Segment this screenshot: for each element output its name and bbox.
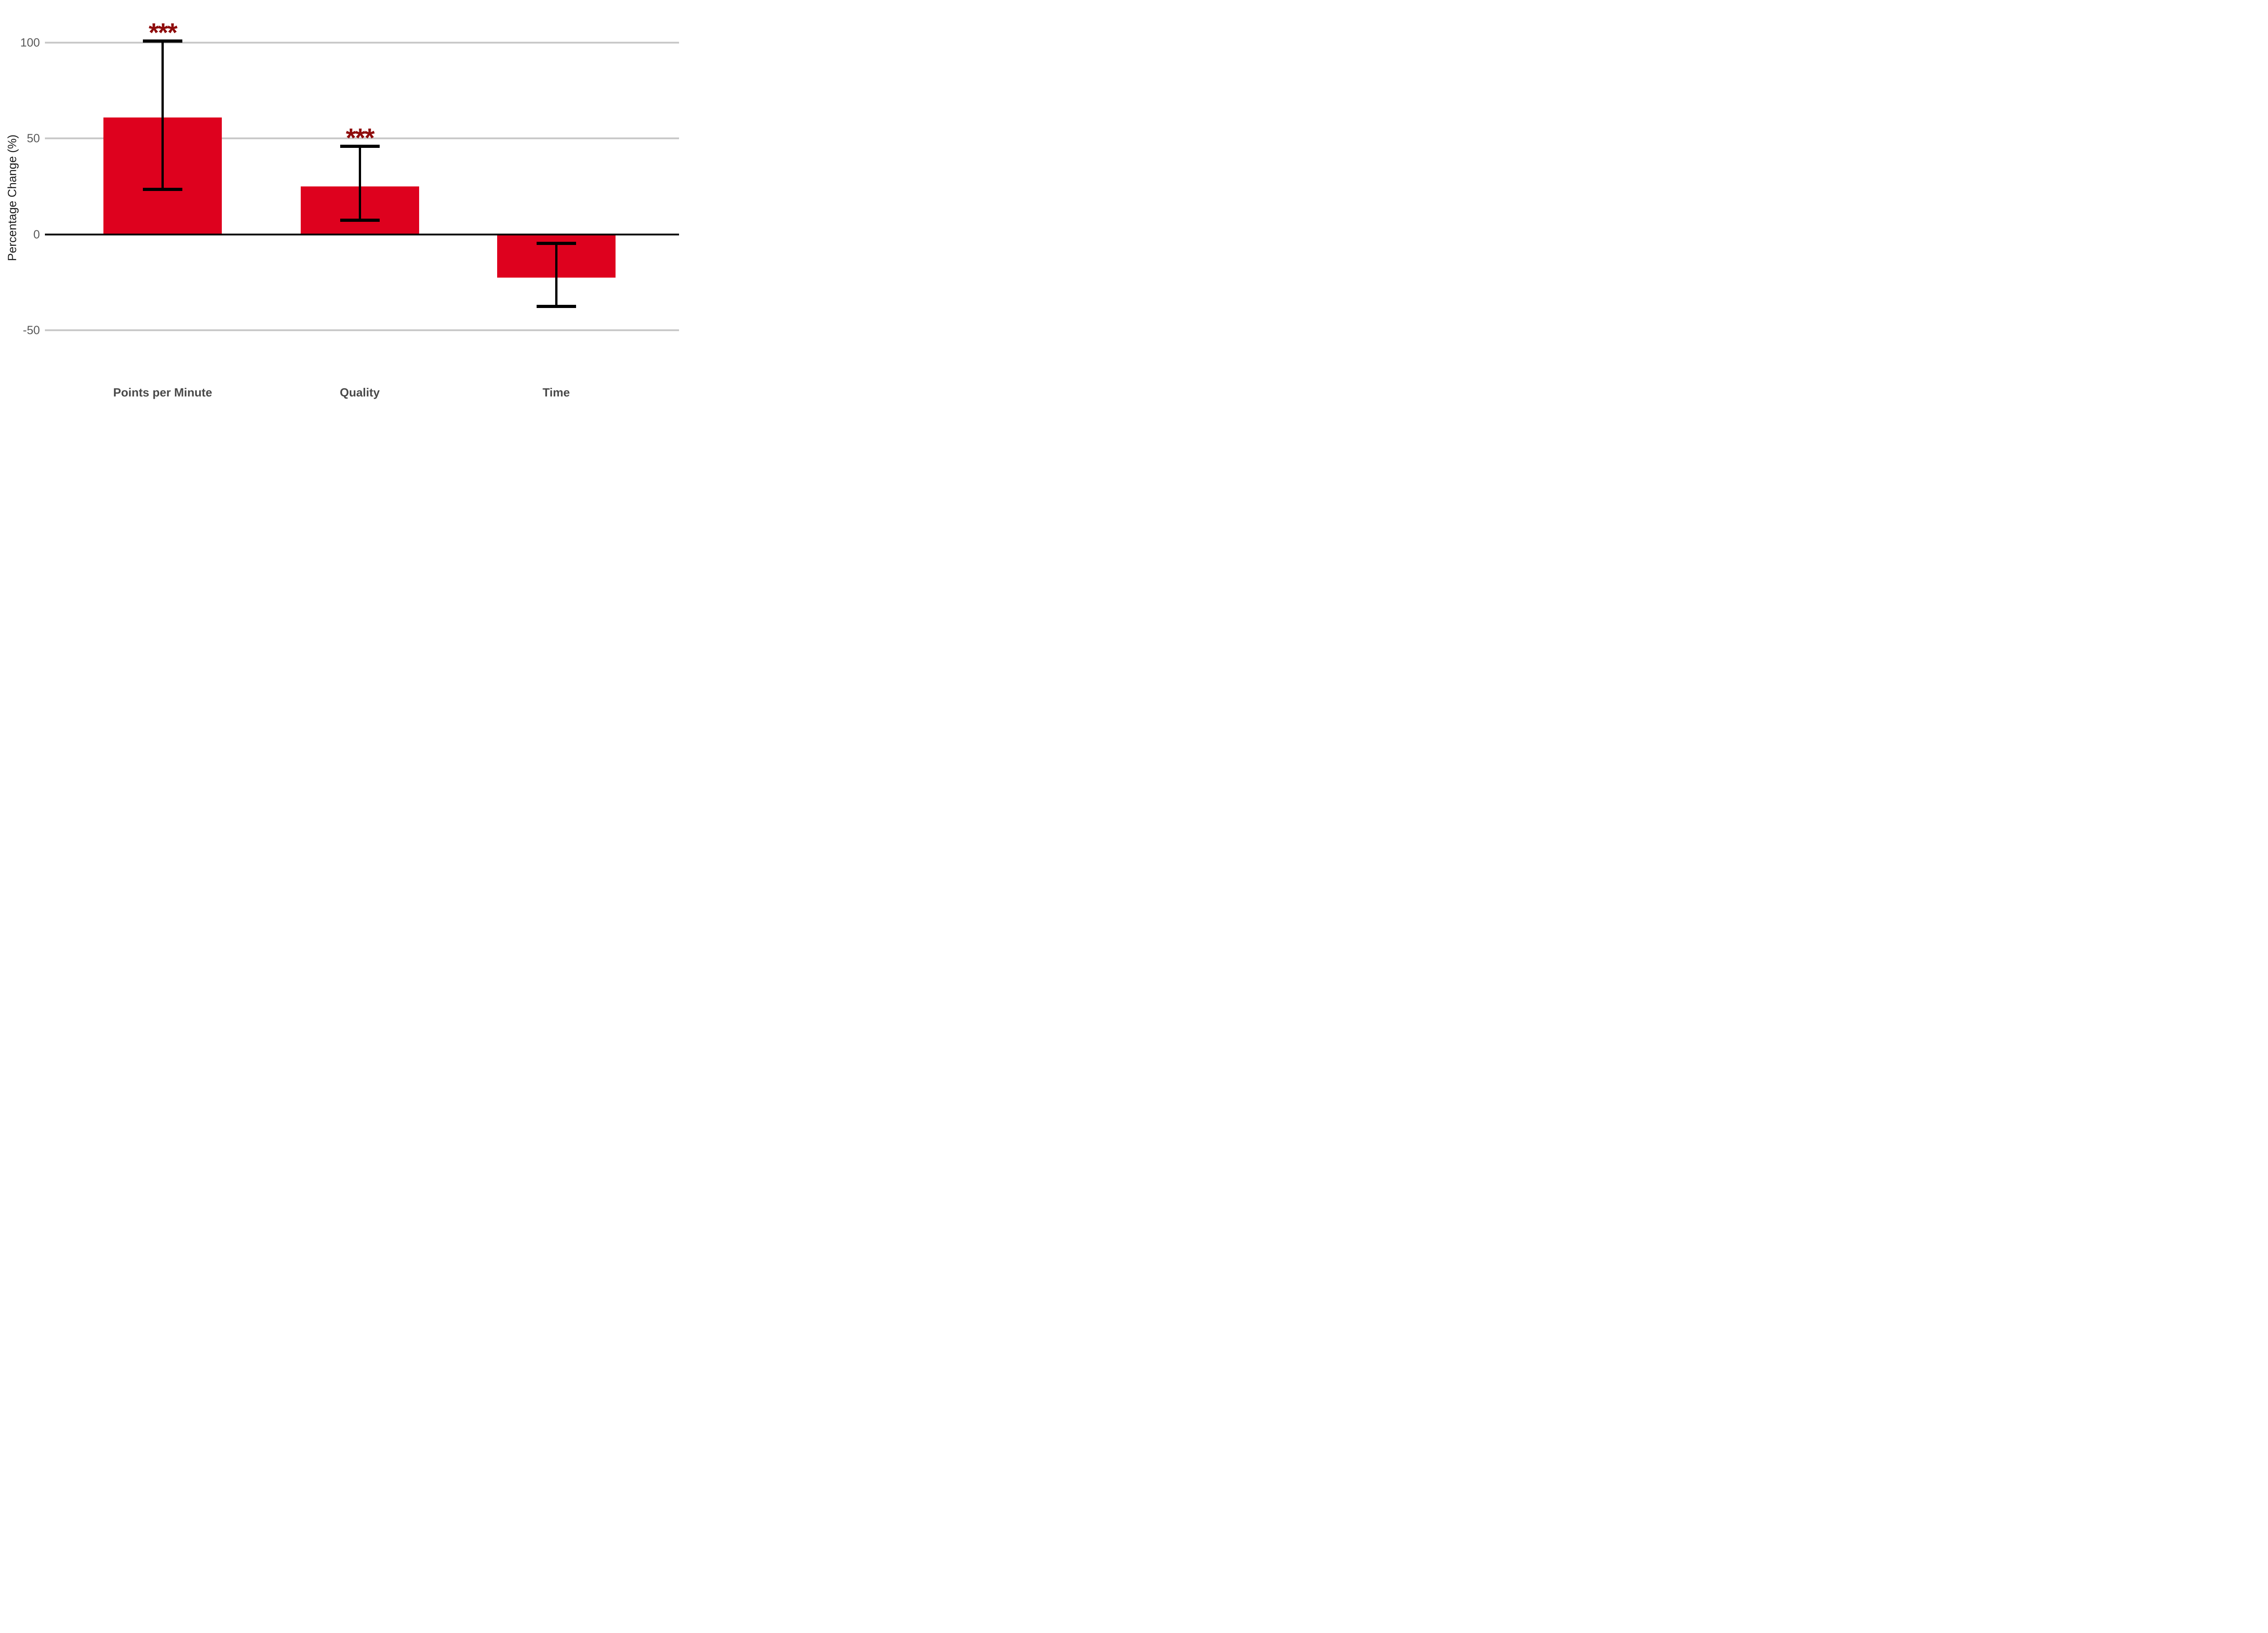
y-axis-title: Percentage Change (%)	[5, 134, 19, 261]
x-category-label-2: Time	[543, 386, 570, 399]
error-bar-stem-1	[358, 146, 361, 220]
significance-marker-0: ***	[148, 18, 178, 48]
zero-axis-line	[45, 233, 679, 235]
x-category-label-1: Quality	[340, 386, 380, 399]
error-bar-cap-top-2	[536, 241, 576, 245]
error-bar-cap-top-1	[340, 145, 380, 148]
y-tick-label-0: 0	[33, 227, 40, 241]
error-bar-cap-bottom-1	[340, 218, 380, 222]
error-bar-cap-bottom-0	[143, 188, 183, 191]
bar-chart-canvas: Percentage Change (%) 100 50 0 -50 *** Points…	[0, 0, 680, 408]
error-bar-stem-2	[555, 243, 557, 307]
error-bar-cap-top-0	[143, 39, 183, 43]
error-bar-cap-bottom-2	[536, 305, 576, 308]
x-category-label-0: Points per Minute	[113, 386, 212, 399]
gridline--50	[45, 329, 679, 331]
error-bar-stem-0	[161, 40, 164, 190]
gridline-50	[45, 137, 679, 140]
gridline-100	[45, 41, 679, 44]
significance-marker-1: ***	[346, 123, 375, 153]
y-tick-label--50: -50	[23, 323, 40, 337]
y-tick-label-100: 100	[20, 35, 40, 49]
y-tick-label-50: 50	[27, 131, 40, 145]
